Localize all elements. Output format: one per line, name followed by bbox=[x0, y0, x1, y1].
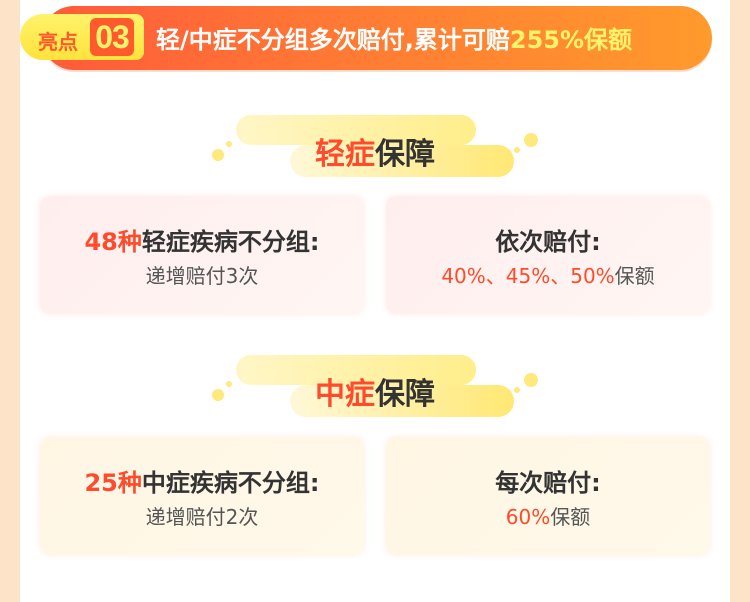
highlight-banner: 亮点 03 轻/中症不分组多次赔付,累计可赔255%保额 bbox=[20, 6, 712, 70]
mild-card-payout: 依次赔付: 40%、45%、50%保额 bbox=[386, 196, 710, 314]
section-title: 轻症保障 bbox=[0, 129, 750, 173]
card-heading-dark: 依次赔付: bbox=[495, 228, 601, 256]
card-heading-red: 25种 bbox=[84, 469, 142, 497]
moderate-card-payout: 每次赔付: 60%保额 bbox=[386, 437, 710, 555]
decor-dot bbox=[226, 141, 232, 147]
card-detail: 递增赔付3次 bbox=[40, 260, 364, 289]
heading-decor-pill bbox=[236, 355, 476, 385]
card-heading: 25种中症疾病不分组: bbox=[40, 463, 364, 498]
card-detail: 40%、45%、50%保额 bbox=[386, 260, 710, 289]
decor-dot bbox=[514, 147, 520, 153]
card-heading-red: 48种 bbox=[84, 228, 142, 256]
mild-card-groups: 48种轻症疾病不分组: 递增赔付3次 bbox=[40, 196, 364, 314]
heading-decor-pill bbox=[290, 385, 514, 417]
banner-title: 轻/中症不分组多次赔付,累计可赔255%保额 bbox=[156, 20, 632, 55]
decor-dot bbox=[524, 133, 538, 147]
card-heading: 48种轻症疾病不分组: bbox=[40, 222, 364, 257]
section-title-dark: 保障 bbox=[375, 137, 435, 172]
banner-title-main: 轻/中症不分组多次赔付,累计可赔 bbox=[156, 26, 510, 54]
section-title-red: 中症 bbox=[315, 377, 375, 412]
badge-number: 03 bbox=[95, 19, 130, 55]
decor-dot bbox=[524, 373, 538, 387]
card-heading-dark: 中症疾病不分组: bbox=[141, 469, 320, 497]
decor-dot bbox=[514, 387, 520, 393]
card-detail-dark: 保额 bbox=[550, 505, 591, 529]
badge-number-bg bbox=[90, 18, 134, 56]
heading-decor-pill bbox=[236, 115, 476, 145]
banner-title-highlight: 255%保额 bbox=[509, 26, 633, 54]
card-heading: 依次赔付: bbox=[386, 222, 710, 257]
card-heading-dark: 轻症疾病不分组: bbox=[141, 228, 320, 256]
card-heading-dark: 每次赔付: bbox=[495, 469, 601, 497]
highlight-badge: 亮点 03 bbox=[20, 14, 144, 60]
card-detail: 递增赔付2次 bbox=[40, 501, 364, 530]
card-detail-dark: 递增赔付3次 bbox=[145, 264, 259, 288]
card-detail: 60%保额 bbox=[386, 501, 710, 530]
card-detail-dark: 递增赔付2次 bbox=[145, 505, 259, 529]
card-detail-red: 40%、45%、50% bbox=[441, 264, 615, 288]
section-title-dark: 保障 bbox=[375, 377, 435, 412]
decor-dot bbox=[212, 149, 224, 161]
moderate-card-groups: 25种中症疾病不分组: 递增赔付2次 bbox=[40, 437, 364, 555]
section-heading-mild: 轻症保障 bbox=[0, 115, 750, 185]
card-detail-dark: 保额 bbox=[614, 264, 655, 288]
section-title-red: 轻症 bbox=[315, 137, 375, 172]
section-heading-moderate: 中症保障 bbox=[0, 355, 750, 425]
decor-dot bbox=[226, 381, 232, 387]
section-title: 中症保障 bbox=[0, 369, 750, 413]
card-heading: 每次赔付: bbox=[386, 463, 710, 498]
badge-label: 亮点 bbox=[38, 32, 78, 54]
card-detail-red: 60% bbox=[505, 505, 551, 529]
heading-decor-pill bbox=[290, 145, 514, 177]
decor-dot bbox=[212, 389, 224, 401]
